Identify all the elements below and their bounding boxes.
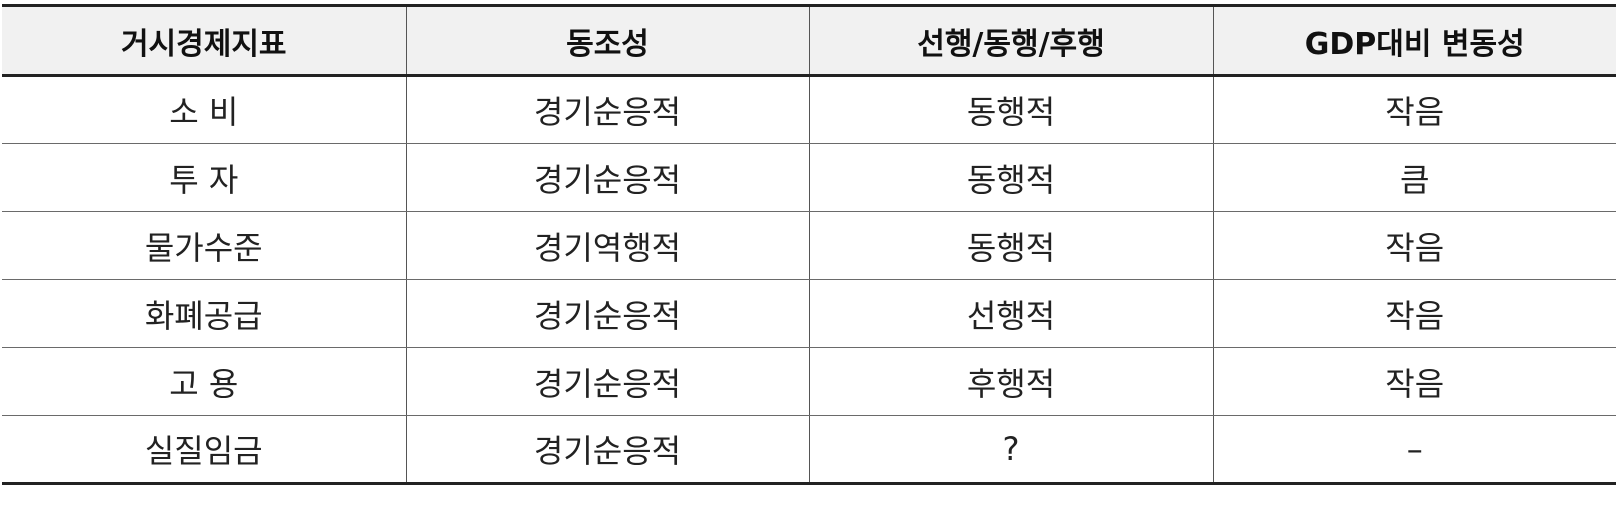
cell-indicator: 물가수준 [2,211,407,280]
cell-timing: 선행적 [808,279,1214,348]
header-row: 거시경제지표 동조성 선행/동행/후행 GDP대비 변동성 [2,4,1616,77]
table-row: 소 비 경기순응적 동행적 작음 [2,75,1616,144]
table-row: 실질임금 경기순응적 ? – [2,415,1616,485]
cell-cyclicality: 경기순응적 [405,347,810,416]
cell-volatility: – [1212,415,1616,485]
cell-timing: ? [808,415,1214,485]
cell-cyclicality: 경기순응적 [405,75,810,144]
cell-volatility: 작음 [1212,279,1616,348]
cell-timing: 동행적 [808,211,1214,280]
cell-volatility: 작음 [1212,347,1616,416]
table-header: 거시경제지표 동조성 선행/동행/후행 GDP대비 변동성 [2,4,1616,77]
cell-volatility: 작음 [1212,211,1616,280]
table-row: 고 용 경기순응적 후행적 작음 [2,347,1616,416]
cell-timing: 동행적 [808,75,1214,144]
cell-cyclicality: 경기순응적 [405,143,810,212]
header-indicator: 거시경제지표 [2,4,407,77]
table-body: 소 비 경기순응적 동행적 작음 투 자 경기순응적 동행적 큼 물가수준 경기… [2,75,1616,485]
table-row: 투 자 경기순응적 동행적 큼 [2,143,1616,212]
cell-indicator: 화폐공급 [2,279,407,348]
table-row: 화폐공급 경기순응적 선행적 작음 [2,279,1616,348]
cell-indicator: 소 비 [2,75,407,144]
cell-timing: 후행적 [808,347,1214,416]
macro-indicator-table: 거시경제지표 동조성 선행/동행/후행 GDP대비 변동성 소 비 경기순응적 … [2,4,1616,485]
cell-indicator: 고 용 [2,347,407,416]
table-row: 물가수준 경기역행적 동행적 작음 [2,211,1616,280]
cell-cyclicality: 경기순응적 [405,279,810,348]
header-cyclicality: 동조성 [405,4,810,77]
cell-volatility: 큼 [1212,143,1616,212]
header-timing: 선행/동행/후행 [808,4,1214,77]
cell-indicator: 투 자 [2,143,407,212]
cell-indicator: 실질임금 [2,415,407,485]
header-volatility: GDP대비 변동성 [1212,4,1616,77]
cell-cyclicality: 경기역행적 [405,211,810,280]
cell-timing: 동행적 [808,143,1214,212]
cell-cyclicality: 경기순응적 [405,415,810,485]
cell-volatility: 작음 [1212,75,1616,144]
